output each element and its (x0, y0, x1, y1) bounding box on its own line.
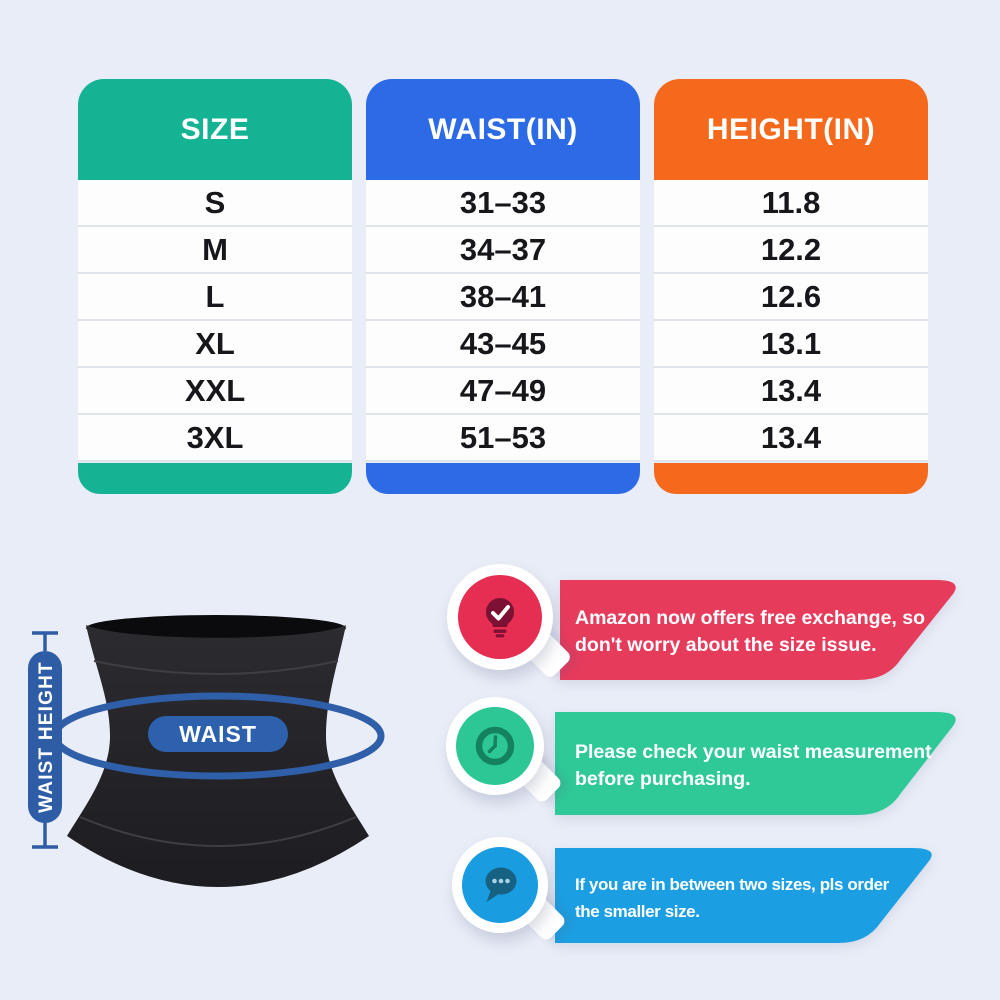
height-cell: 11.8 (654, 180, 928, 227)
clock-badge (446, 697, 564, 805)
free-exchange-callout: Amazon now offers free exchange, so don'… (560, 580, 965, 680)
height-cell: 12.2 (654, 227, 928, 274)
badge-circle (447, 564, 553, 670)
callout-text-line: don't worry about the size issue. (575, 634, 877, 656)
callout-text-line: before purchasing. (575, 768, 751, 790)
callout-text-line: If you are in between two sizes, pls ord… (575, 875, 890, 894)
size-column: SIZE S M L XL XXL 3XL (78, 79, 352, 494)
badge-circle (452, 837, 548, 933)
waist-column: WAIST(IN) 31–33 34–37 38–41 43–45 47–49 … (366, 79, 640, 494)
height-cell: 13.1 (654, 321, 928, 368)
height-cell: 13.4 (654, 415, 928, 462)
waist-cell: 38–41 (366, 274, 640, 321)
height-column-header: HEIGHT(IN) (654, 79, 928, 180)
between-sizes-callout: If you are in between two sizes, pls ord… (555, 848, 941, 943)
waist-label-pill (148, 716, 288, 752)
callout-text-line: Amazon now offers free exchange, so (575, 607, 925, 629)
size-cell: 3XL (78, 415, 352, 462)
check-measurement-banner (555, 712, 956, 815)
clock-icon (475, 726, 515, 766)
free-exchange-banner (560, 580, 956, 680)
waist-column-footer-bar (366, 463, 640, 494)
waist-cell: 51–53 (366, 415, 640, 462)
waist-trainer-illustration: WAIST WAIST HEIGHT (20, 595, 430, 915)
waist-trainer-body (67, 625, 369, 887)
size-cell: S (78, 180, 352, 227)
waist-height-measure (32, 631, 58, 849)
badge-circle (446, 697, 544, 795)
lightbulb-check-icon (485, 597, 515, 638)
size-cell: L (78, 274, 352, 321)
chat-dots-icon (485, 867, 517, 902)
waist-height-label: WAIST HEIGHT (36, 661, 57, 813)
waist-column-header: WAIST(IN) (366, 79, 640, 180)
height-cell: 12.6 (654, 274, 928, 321)
waist-cell: 34–37 (366, 227, 640, 274)
callout-text-line: Please check your waist measurement (575, 741, 932, 763)
size-cell: XXL (78, 368, 352, 415)
size-column-footer-bar (78, 463, 352, 494)
height-column-footer-bar (654, 463, 928, 494)
waist-label: WAIST (179, 721, 257, 747)
lightbulb-badge (447, 564, 573, 680)
callout-text-line: the smaller size. (575, 902, 700, 921)
between-sizes-banner (555, 848, 932, 943)
waist-height-pill (28, 651, 62, 823)
waist-cell: 31–33 (366, 180, 640, 227)
waist-cell: 47–49 (366, 368, 640, 415)
size-cell: M (78, 227, 352, 274)
chat-badge (452, 837, 568, 943)
waist-cell: 43–45 (366, 321, 640, 368)
check-measurement-callout: Please check your waist measurement befo… (555, 712, 965, 815)
size-cell: XL (78, 321, 352, 368)
height-column: HEIGHT(IN) 11.8 12.2 12.6 13.1 13.4 13.4 (654, 79, 928, 494)
garment-bottom-seam (79, 816, 357, 847)
garment-top-seam (93, 660, 339, 675)
height-cell: 13.4 (654, 368, 928, 415)
size-column-header: SIZE (78, 79, 352, 180)
size-table: SIZE S M L XL XXL 3XL WAIST(IN) 31–33 34… (78, 79, 928, 494)
garment-opening (86, 615, 346, 641)
